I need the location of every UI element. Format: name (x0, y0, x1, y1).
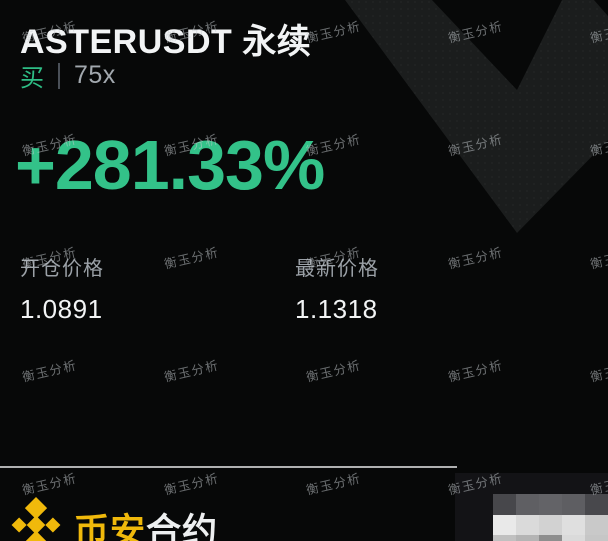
mosaic-block (585, 515, 608, 535)
entry-price-label: 开仓价格 (20, 258, 104, 280)
binance-logo-icon (11, 497, 61, 541)
watermark-text: 衡玉分析 (20, 471, 79, 498)
mosaic-block (585, 535, 608, 541)
mosaic-block (585, 494, 608, 515)
mosaic-block (562, 494, 585, 515)
footer-divider-line (0, 466, 457, 468)
watermark-text: 衡玉分析 (304, 19, 363, 46)
mosaic-block (493, 515, 516, 535)
watermark-text: 衡玉分析 (162, 471, 221, 498)
side-badge: 买 (20, 65, 44, 92)
mosaic-row (493, 515, 608, 535)
watermark-text: 衡玉分析 (446, 358, 505, 385)
watermark-text: 衡玉分析 (162, 358, 221, 385)
last-price-label: 最新价格 (295, 258, 379, 280)
watermark-text: 衡玉分析 (446, 245, 505, 272)
watermark-text: 衡玉分析 (304, 358, 363, 385)
mosaic-block (493, 494, 516, 515)
mosaic-block (516, 494, 539, 515)
brand-name-primary: 币安 (74, 512, 147, 541)
mosaic-block (539, 535, 562, 541)
watermark-text: 衡玉分析 (588, 19, 608, 46)
watermark-text: 衡玉分析 (588, 358, 608, 385)
brand-name: 币安合约 (74, 503, 218, 541)
mosaic-row (493, 535, 608, 541)
last-price-value: 1.1318 (295, 294, 378, 324)
watermark-text: 衡玉分析 (446, 132, 505, 159)
watermark-text: 衡玉分析 (162, 245, 221, 272)
mosaic-block (562, 515, 585, 535)
footer-brand: 币安合约 (8, 497, 218, 541)
position-meta-row: 买 75x (20, 58, 116, 93)
mosaic-block (516, 515, 539, 535)
mosaic-block (562, 535, 585, 541)
mosaic-block (539, 494, 562, 515)
mosaic-block (493, 535, 516, 541)
mosaic-row (493, 494, 608, 515)
watermark-text: 衡玉分析 (588, 245, 608, 272)
entry-price-block: 开仓价格 1.0891 (20, 252, 104, 325)
blurred-qr-mosaic (493, 494, 608, 541)
last-price-block: 最新价格 1.1318 (295, 252, 379, 325)
mosaic-block (516, 535, 539, 541)
symbol-name: ASTERUSDT (20, 23, 233, 61)
watermark-text: 衡玉分析 (304, 471, 363, 498)
watermark-text: 衡玉分析 (20, 358, 79, 385)
brand-name-secondary: 合约 (146, 512, 219, 541)
watermark-text: 衡玉分析 (588, 132, 608, 159)
vertical-divider (58, 62, 60, 89)
contract-type-label: 永续 (242, 23, 312, 61)
mosaic-block (539, 515, 562, 535)
leverage-value: 75x (74, 61, 116, 89)
entry-price-value: 1.0891 (20, 294, 103, 324)
page-title: ASTERUSDT 永续 (20, 14, 311, 63)
roi-percentage: +281.33% (15, 126, 325, 204)
watermark-text: 衡玉分析 (446, 19, 505, 46)
